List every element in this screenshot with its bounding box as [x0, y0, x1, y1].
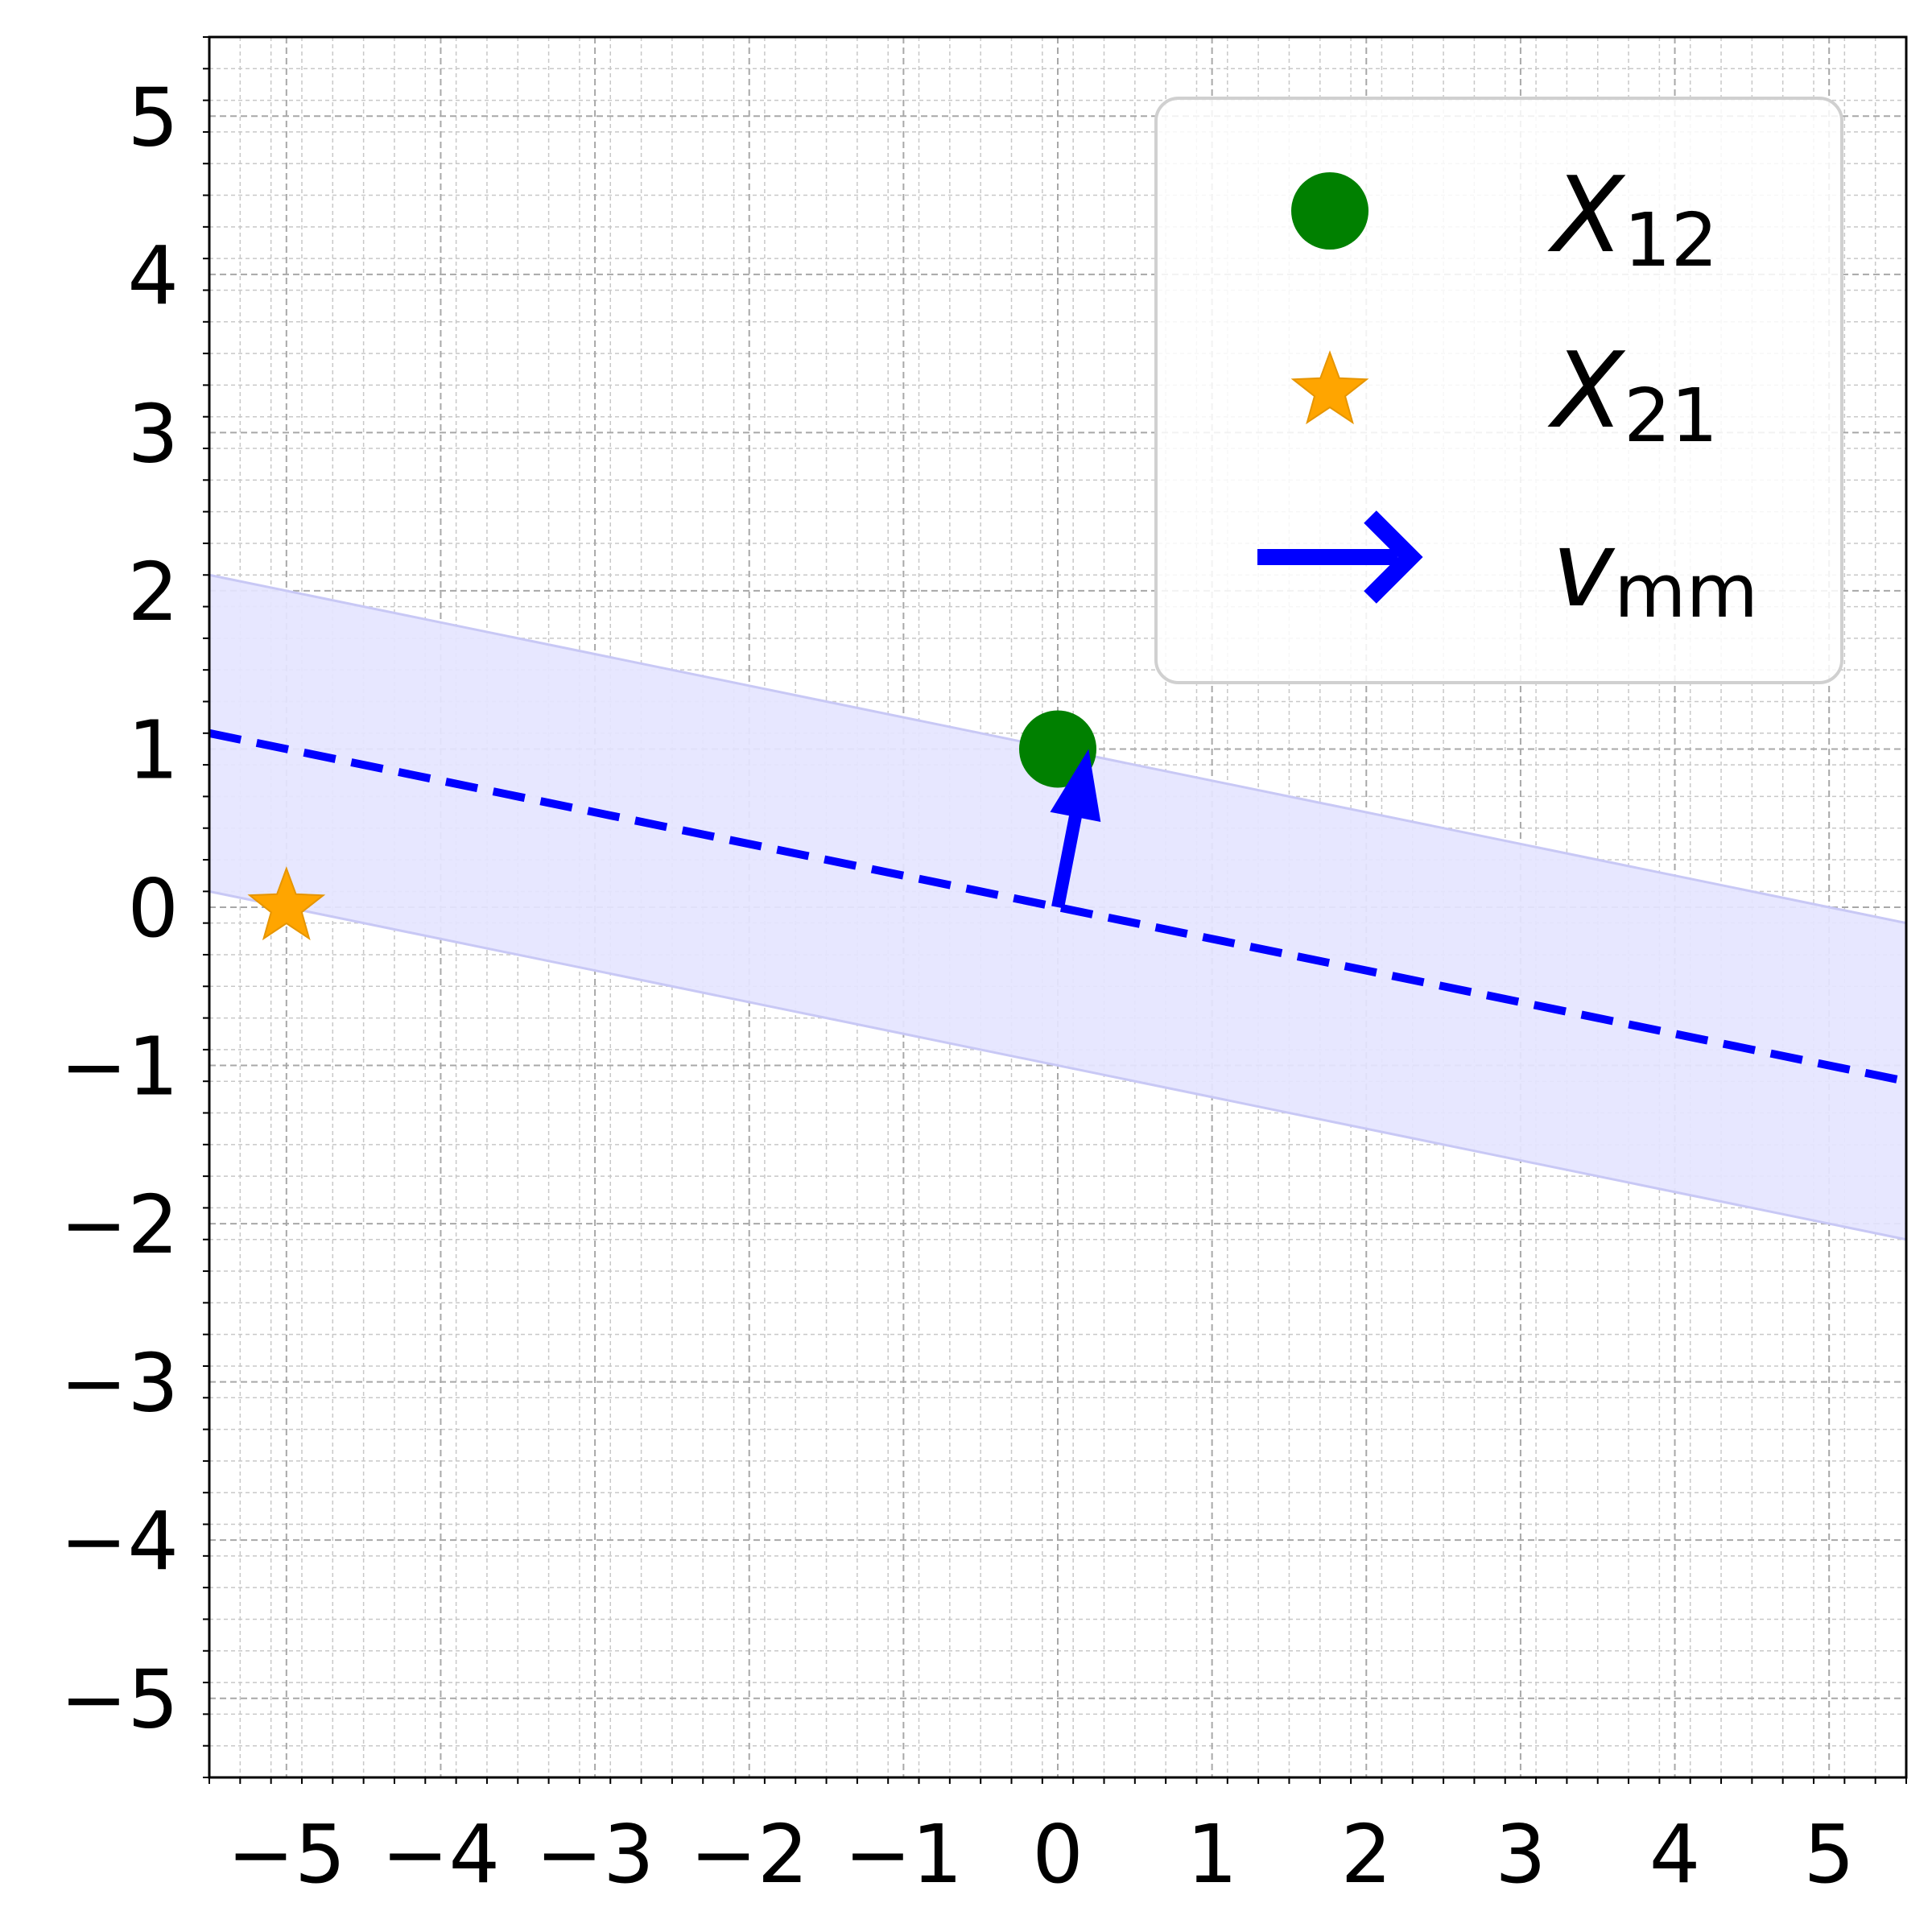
y-tick-label: −4	[60, 1494, 179, 1588]
x-tick-label: −1	[844, 1807, 963, 1901]
legend-marker-vmm	[1257, 510, 1423, 604]
legend-marker-x12	[1291, 172, 1368, 250]
y-tick-label: 3	[127, 386, 179, 481]
legend: X12 X21 vmm	[1154, 97, 1843, 684]
x-tick-label: 0	[1032, 1807, 1084, 1901]
x-tick-label: −5	[227, 1807, 345, 1901]
x-tick-label: −4	[382, 1807, 500, 1901]
x-tick-label: −2	[690, 1807, 808, 1901]
legend-label-x21: X21	[1547, 329, 1718, 459]
x-tick-label: 3	[1495, 1807, 1546, 1901]
y-tick-label: 1	[127, 703, 179, 797]
y-tick-label: −2	[60, 1178, 179, 1272]
vmm-arrow-shape	[1050, 749, 1101, 909]
x-tick-label: 1	[1187, 1807, 1238, 1901]
y-tick-label: 5	[127, 70, 179, 164]
plot-frame	[208, 35, 1908, 1779]
y-tick-label: 2	[127, 545, 179, 639]
legend-label-x12: X12	[1547, 154, 1718, 283]
legend-marker-x21	[1290, 350, 1369, 425]
x-tick-label: 2	[1340, 1807, 1392, 1901]
x-tick-label: 4	[1649, 1807, 1701, 1901]
y-tick-label: 4	[127, 229, 179, 323]
vmm-arrow	[1050, 749, 1101, 909]
axis-tick-labels: −5 −4 −3 −2 −1 0 1 2 3 4 5 −5 −4 −3 −2 −1 0 1 2 3 4 5	[60, 70, 1855, 1901]
x-tick-label: −3	[535, 1807, 654, 1901]
y-tick-label: −1	[60, 1020, 179, 1114]
margin-band-lower-edge	[208, 890, 1907, 1241]
legend-label-vmm: vmm	[1552, 508, 1758, 634]
point-x21	[247, 866, 326, 941]
y-tick-label: −3	[60, 1336, 179, 1430]
x-tick-label: 5	[1803, 1807, 1855, 1901]
y-tick-label: 0	[127, 861, 179, 956]
y-tick-label: −5	[60, 1653, 179, 1747]
